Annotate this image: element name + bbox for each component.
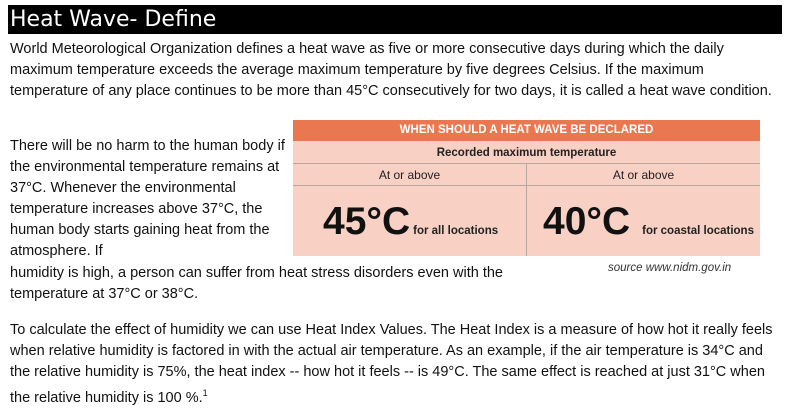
threshold-coastal-locations: 40°C for coastal locations [543,200,754,253]
table-header: WHEN SHOULD A HEAT WAVE BE DECLARED [293,120,760,141]
body-paragraph-part1: There will be no harm to the human body … [10,138,285,259]
threshold-coastal-note: for coastal locations [642,225,754,237]
heat-wave-table: WHEN SHOULD A HEAT WAVE BE DECLARED Reco… [293,120,760,256]
column-label-coastal: At or above [612,168,675,182]
humidity-paragraph: To calculate the effect of humidity we c… [10,320,780,409]
source-caption: source www.nidm.gov.in [608,262,732,274]
body-paragraph-part2: humidity is high, a person can suffer fr… [10,265,503,302]
threshold-all-locations: 45°C for all locations [323,200,498,253]
table-subheader: Recorded maximum temperature [436,147,617,159]
intro-paragraph: World Meteorological Organization define… [10,41,772,99]
threshold-all-value: 45°C [323,200,411,243]
humidity-text: To calculate the effect of humidity we c… [10,322,773,406]
page-title: Heat Wave- Define [8,5,782,34]
threshold-all-note: for all locations [413,225,499,237]
threshold-coastal-value: 40°C [543,200,631,243]
footnote-marker: 1 [202,388,208,398]
column-label-all: At or above [378,168,441,182]
table-column-divider [526,163,527,256]
